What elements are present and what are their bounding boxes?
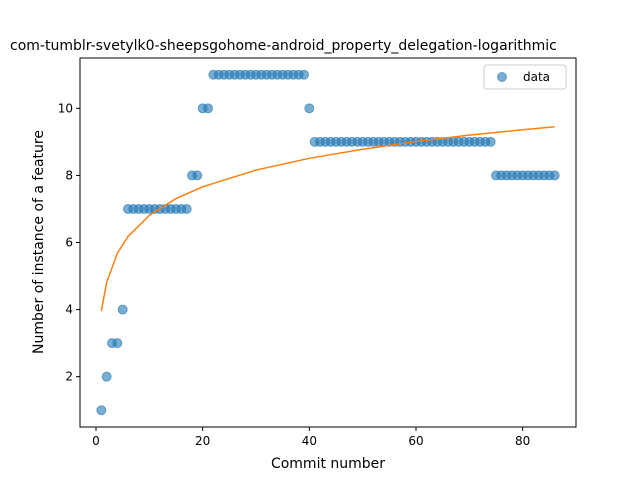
data-point xyxy=(203,103,213,114)
y-tick-label: 10 xyxy=(58,101,73,115)
data-point xyxy=(101,371,112,382)
y-tick-label: 2 xyxy=(65,370,73,384)
data-point xyxy=(304,103,315,114)
legend-marker xyxy=(497,72,507,82)
x-axis-label: Commit number xyxy=(271,456,385,472)
axes-frame xyxy=(79,57,577,428)
plot-area: 0 20 40 60 80 2 4 6 8 10 data xyxy=(58,57,577,448)
y-tick-label: 8 xyxy=(65,168,73,182)
x-tick-label: 80 xyxy=(515,434,530,448)
x-tick-label: 60 xyxy=(408,434,423,448)
chart-title: com-tumblr-svetylk0-sheepsgohome-android… xyxy=(10,38,557,54)
legend-box xyxy=(483,64,567,90)
x-tick-label: 20 xyxy=(195,434,210,448)
data-point xyxy=(549,170,560,181)
data-point xyxy=(117,304,128,315)
data-point xyxy=(299,69,309,80)
data-point xyxy=(485,136,496,147)
data-point xyxy=(181,203,192,214)
data-point xyxy=(96,405,107,416)
data-point xyxy=(192,170,203,181)
x-tick-label: 40 xyxy=(302,434,317,448)
y-tick-label: 6 xyxy=(65,236,73,250)
x-tick-label: 0 xyxy=(92,434,100,448)
fit-line xyxy=(100,126,555,312)
legend-label: data xyxy=(523,70,550,84)
y-axis-label: Number of instance of a feature xyxy=(31,130,47,354)
y-tick-label: 4 xyxy=(65,303,73,317)
data-point xyxy=(112,338,123,349)
